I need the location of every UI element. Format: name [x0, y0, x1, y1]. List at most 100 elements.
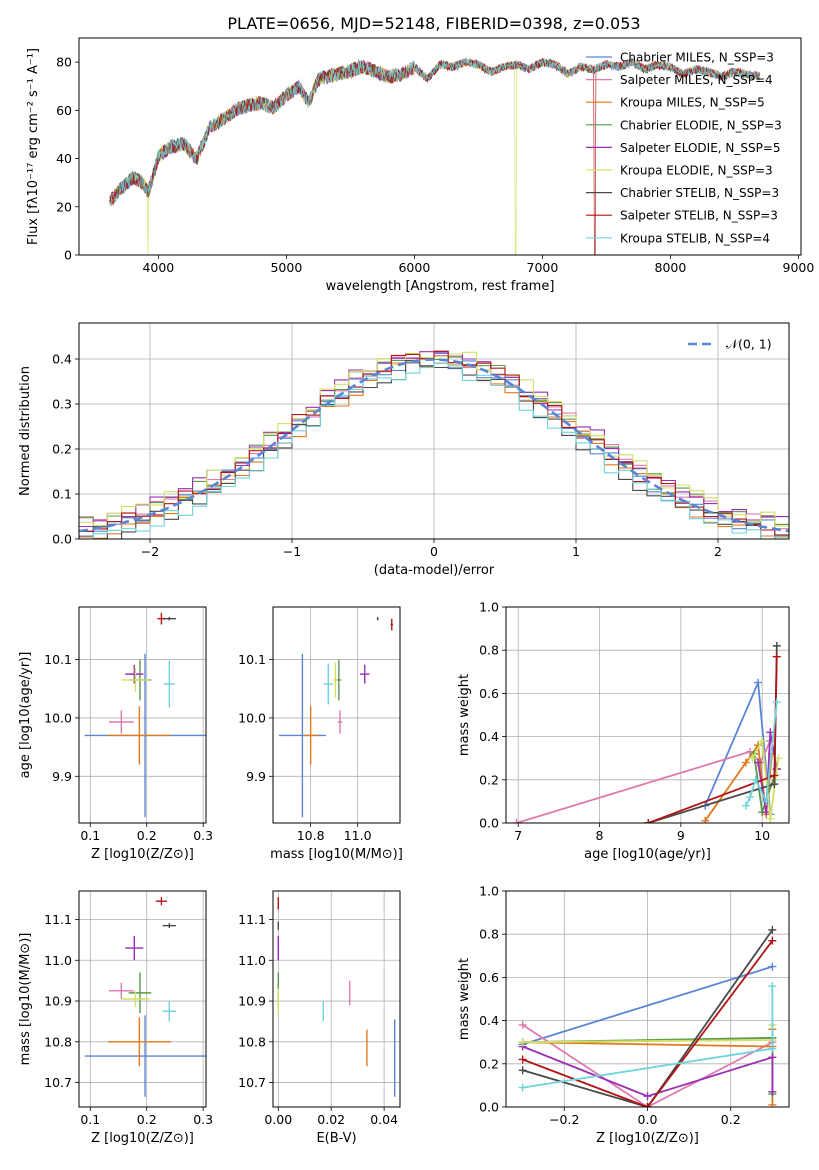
point-chabrier-stelib [376, 616, 379, 621]
point-kroupa-elodie [332, 662, 338, 698]
figure-title: PLATE=0656, MJD=52148, FIBERID=0398, z=0… [227, 14, 640, 33]
weight-line-salpeter-elodie [522, 1045, 774, 1098]
x-tick-label: 4000 [142, 260, 174, 275]
y-tick-label: 0.0 [479, 1100, 499, 1115]
x-tick-label: 0.2 [721, 1112, 741, 1127]
x-tick-label: 0.1 [80, 828, 100, 843]
weight-marker [643, 1092, 652, 1101]
point-chabrier-stelib [162, 923, 177, 929]
weight-marker [768, 925, 777, 934]
y-tick-label: 10.1 [44, 652, 72, 667]
legend-label-kroupa-miles: Kroupa MILES, N_SSP=5 [620, 96, 765, 110]
x-tick-label: 7 [514, 828, 522, 843]
y-tick-label: 0 [64, 248, 72, 263]
x-axis-label: Z [log10(Z/Z⊙)] [91, 847, 194, 862]
y-tick-label: 0.8 [479, 927, 499, 942]
x-axis-label: Z [log10(Z/Z⊙)] [596, 1131, 699, 1146]
y-tick-label: 0.4 [479, 729, 499, 744]
weight-marker [768, 1053, 777, 1062]
x-tick-label: 0.00 [264, 1112, 292, 1127]
spectrum-line-kroupa-stelib [109, 58, 760, 207]
x-tick-label: 11.0 [344, 828, 372, 843]
y-tick-label: 0.2 [479, 1056, 499, 1071]
y-tick-label: 0.0 [479, 816, 499, 831]
plot-area-residuals [79, 350, 789, 539]
weight-marker [741, 801, 750, 810]
y-tick-label: 1.0 [479, 884, 499, 899]
y-tick-label: 0.4 [52, 352, 72, 367]
y-axis-label: mass [log10(M/M⊙)] [18, 933, 33, 1066]
x-axis-label: mass [log10(M/M⊙)] [270, 847, 403, 862]
x-tick-label: 5000 [270, 260, 302, 275]
weight-marker [768, 1087, 777, 1096]
y-tick-label: 10.0 [238, 710, 266, 725]
weight-line-kroupa-elodie [751, 738, 780, 819]
weight-marker [643, 1103, 652, 1107]
y-tick-label: 9.9 [52, 769, 72, 784]
weight-marker [748, 754, 757, 763]
plot-area-mass-vs-Z [84, 897, 206, 1097]
weight-line-chabrier-miles [522, 965, 773, 1046]
x-tick-label: 0.2 [137, 828, 157, 843]
y-tick-label: 0.6 [479, 686, 499, 701]
y-tick-label: 10.9 [44, 994, 72, 1009]
normal-reference-curve [79, 358, 789, 533]
y-tick-label: 80 [56, 55, 72, 70]
axes-frame [272, 890, 401, 1108]
weight-marker [518, 1055, 527, 1064]
y-tick-label: 0.2 [479, 772, 499, 787]
plot-area-spectrum [109, 57, 761, 255]
x-tick-label: −0.2 [549, 1112, 579, 1127]
x-tick-label: 6000 [398, 260, 430, 275]
y-tick-label: 10.8 [238, 1034, 266, 1049]
y-tick-label: 11.0 [238, 953, 266, 968]
weight-marker [772, 641, 781, 650]
x-tick-label: 0.0 [638, 1112, 658, 1127]
histogram-kroupa-stelib [79, 362, 789, 539]
plot-area-weight-vs-Z [518, 925, 777, 1107]
point-kroupa-miles [107, 1017, 172, 1067]
weight-marker [754, 678, 763, 687]
y-tick-label: 0.6 [479, 970, 499, 985]
panel-weight-vs-age: 7 8 9 10 0.0 0.2 0.4 0.6 0.8 1.0 age [log10(age/yr… [457, 600, 790, 862]
point-salpeter-stelib [157, 612, 166, 625]
x-tick-label: 9 [677, 828, 685, 843]
x-tick-label: 0.3 [193, 1112, 213, 1127]
y-tick-label: 40 [56, 151, 72, 166]
weight-marker [512, 819, 521, 823]
panel-residuals: −2 −1 0 1 2 0.0 0.1 0.2 0.3 0.4 (data-model)/error… [18, 322, 790, 578]
x-tick-label: −1 [283, 544, 301, 559]
y-tick-label: 11.1 [238, 912, 266, 927]
x-tick-label: 0 [430, 544, 438, 559]
point-salpeter-stelib [390, 618, 393, 631]
y-tick-label: 10.7 [238, 1075, 266, 1090]
axes-frame [78, 37, 802, 256]
y-tick-label: 11.0 [44, 953, 72, 968]
weight-marker [768, 936, 777, 945]
y-tick-label: 10.1 [238, 652, 266, 667]
weight-marker [768, 1044, 777, 1053]
y-tick-label: 0.8 [479, 643, 499, 658]
point-salpeter-miles [337, 710, 343, 734]
y-tick-label: 10.8 [44, 1034, 72, 1049]
point-kroupa-elodie [121, 668, 150, 692]
axes-frame [78, 606, 207, 824]
point-chabrier-miles [278, 653, 326, 818]
x-tick-label: 0.02 [317, 1112, 345, 1127]
y-tick-label: 9.9 [246, 769, 266, 784]
y-tick-label: 11.1 [44, 912, 72, 927]
weight-marker [774, 754, 783, 763]
y-axis-label: mass weight [457, 674, 472, 756]
panel-mass-vs-ebv: 0.00 0.02 0.04 10.7 10.8 10.9 11.0 11.1 E(B-V) [238, 890, 401, 1146]
weight-marker [644, 819, 653, 823]
x-tick-label: 0.1 [80, 1112, 100, 1127]
x-tick-label: 8000 [655, 260, 687, 275]
x-tick-label: 1 [572, 544, 580, 559]
x-axis-label: wavelength [Angstrom, rest frame] [326, 279, 555, 294]
axes-frame [78, 890, 207, 1108]
x-tick-label: 10 [754, 828, 770, 843]
legend-label-salpeter-miles: Salpeter MILES, N_SSP=4 [620, 73, 773, 87]
weight-marker [770, 780, 779, 789]
weight-marker [701, 816, 710, 823]
